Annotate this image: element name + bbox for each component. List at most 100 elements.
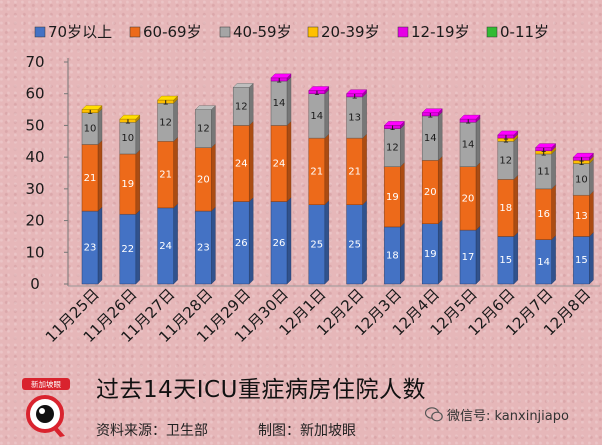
legend-label: 70岁以上 bbox=[48, 23, 112, 41]
bar-segment-side bbox=[513, 136, 518, 180]
bar-segment-label: 12 bbox=[499, 155, 512, 166]
bar-segment-label: 1 bbox=[125, 116, 131, 127]
bar-segment-side bbox=[475, 117, 481, 168]
y-tick-label: 0 bbox=[30, 275, 40, 293]
bar-segment-label: 24 bbox=[273, 158, 286, 169]
bar-segment-label: 1 bbox=[578, 157, 584, 168]
bar-segment-label: 19 bbox=[424, 249, 437, 260]
bar-segment-side bbox=[324, 133, 329, 206]
bar-segment-label: 18 bbox=[499, 203, 512, 214]
bar-top-face bbox=[459, 114, 481, 120]
bar-segment-label: 14 bbox=[537, 257, 550, 268]
bar-segment-side bbox=[135, 209, 141, 285]
bar-segment-label: 1 bbox=[87, 106, 93, 117]
bar-stack: 23 20 12 bbox=[194, 105, 216, 285]
bar-segment-label: 21 bbox=[348, 166, 361, 177]
bar-segment-side bbox=[97, 139, 103, 212]
bar-stack: 24 21 12 1 bbox=[157, 95, 179, 285]
bar-segment-label: 24 bbox=[235, 158, 248, 169]
bar-segment-label: 22 bbox=[121, 244, 134, 255]
bar-stack: 25 21 13 1 bbox=[346, 89, 368, 285]
bar-segment-side bbox=[248, 197, 254, 285]
legend-swatch bbox=[486, 26, 498, 38]
bar-segment-side bbox=[286, 197, 292, 285]
bar-segment-side bbox=[362, 92, 367, 139]
bar-segment-label: 1 bbox=[503, 135, 509, 146]
bar-segment-side bbox=[438, 155, 443, 225]
bar-segment-label: 20 bbox=[197, 174, 210, 185]
bar-segment-side bbox=[362, 200, 367, 285]
bar-top-face bbox=[232, 83, 254, 88]
bar-segment-side bbox=[551, 235, 556, 285]
legend-swatch bbox=[397, 26, 409, 38]
bar-segment-side bbox=[475, 225, 481, 285]
bar-top-face bbox=[270, 73, 292, 79]
bar-segment-label: 13 bbox=[575, 211, 588, 222]
bar-segment-label: 1 bbox=[427, 109, 433, 120]
maker-credit: 制图：新加坡眼 bbox=[258, 423, 356, 439]
legend-label: 20-39岁 bbox=[321, 23, 380, 41]
bar-segment-label: 14 bbox=[273, 98, 286, 109]
wechat-icon bbox=[425, 407, 443, 422]
bar-segment-label: 12 bbox=[235, 101, 248, 112]
legend-label: 40-59岁 bbox=[233, 23, 292, 41]
bar-segment-label: 1 bbox=[578, 154, 584, 165]
bar-segment-side bbox=[211, 143, 216, 212]
brand-logo: 新加坡眼 bbox=[18, 378, 74, 440]
bar-segment-side bbox=[248, 120, 254, 203]
bar-segment-label: 14 bbox=[424, 133, 437, 144]
bar-segment-label: 14 bbox=[310, 111, 323, 122]
bar-segment-label: 1 bbox=[465, 116, 471, 127]
bar-segment-side bbox=[589, 190, 594, 237]
bar-segment-label: 21 bbox=[159, 170, 172, 181]
y-tick-label: 60 bbox=[25, 85, 44, 103]
bar-segment-label: 20 bbox=[424, 187, 437, 198]
bar-segment-side bbox=[551, 184, 556, 241]
bar-segment-side bbox=[248, 82, 254, 126]
bar-segment-label: 1 bbox=[389, 122, 395, 133]
legend-swatch bbox=[129, 26, 141, 38]
bar-segment-label: 26 bbox=[235, 238, 248, 249]
bar-top-face bbox=[194, 105, 216, 110]
bar-stack: 25 21 14 1 bbox=[308, 86, 330, 285]
bar-segment-label: 11 bbox=[537, 166, 550, 177]
bar-top-face bbox=[346, 89, 368, 94]
bar-segment-label: 10 bbox=[121, 133, 134, 144]
bar-segment-side bbox=[173, 136, 178, 209]
bar-top-face bbox=[308, 86, 330, 91]
bar-segment-label: 12 bbox=[386, 143, 399, 154]
bar-segment-side bbox=[513, 174, 518, 237]
bar-segment-side bbox=[173, 98, 178, 142]
bar-segment-label: 1 bbox=[314, 87, 320, 98]
legend: 70岁以上 60-69岁 40-59岁 20-39岁 12-19岁 0-11岁 bbox=[34, 23, 549, 41]
bar-segment-label: 25 bbox=[310, 239, 323, 250]
bar-segment-side bbox=[286, 76, 292, 126]
bar-segment-side bbox=[97, 108, 103, 145]
bar-segment-label: 15 bbox=[499, 255, 512, 266]
bar-segment-label: 1 bbox=[503, 132, 509, 143]
bar-segment-side bbox=[589, 159, 594, 196]
bar-segment-side bbox=[400, 162, 405, 228]
bar-segment-side bbox=[362, 133, 367, 206]
bar-top-face bbox=[535, 143, 557, 148]
y-tick-label: 50 bbox=[25, 116, 44, 134]
bar-segment-label: 1 bbox=[351, 90, 357, 101]
bar-segment-side bbox=[475, 162, 481, 231]
bar-stack: 23 21 10 1 bbox=[81, 105, 103, 285]
y-tick-label: 20 bbox=[25, 212, 44, 230]
bar-segment-side bbox=[211, 105, 216, 149]
bar-segment-side bbox=[400, 124, 405, 168]
bar-stack: 18 19 12 1 bbox=[383, 120, 405, 285]
bar-stack: 19 20 14 1 bbox=[421, 108, 443, 285]
bar-segment-label: 24 bbox=[159, 241, 172, 252]
bar-segment-label: 15 bbox=[575, 255, 588, 266]
bar-segment-label: 14 bbox=[462, 139, 475, 150]
bar-segment-label: 1 bbox=[540, 144, 546, 155]
bar-top-face bbox=[421, 108, 443, 113]
bar-segment-label: 19 bbox=[121, 179, 134, 190]
bar-stack: 26 24 14 1 bbox=[270, 73, 292, 285]
bar-segment-side bbox=[135, 117, 141, 155]
